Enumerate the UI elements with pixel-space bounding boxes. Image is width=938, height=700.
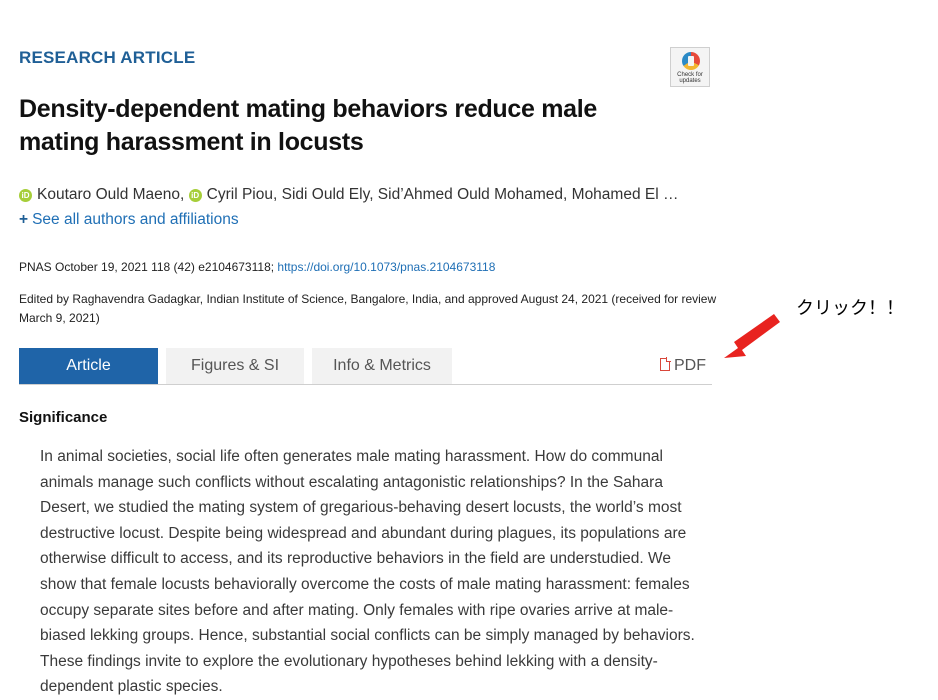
- pdf-download-link[interactable]: PDF: [660, 348, 706, 384]
- article-tab-bar: Article Figures & SI Info & Metrics PDF: [19, 348, 712, 385]
- author-list: iD Koutaro Ould Maeno, iD Cyril Piou, Sidi…: [19, 185, 711, 205]
- arrow-shape: [724, 314, 780, 358]
- significance-heading: Significance: [19, 409, 108, 426]
- see-all-authors-link[interactable]: + See all authors and affiliations: [19, 211, 239, 229]
- article-type-label: RESEARCH ARTICLE: [19, 48, 196, 67]
- author-list-rest[interactable]: Sidi Ould Ely, Sid’Ahmed Ould Mohamed, M…: [281, 186, 679, 203]
- see-all-authors-label: See all authors and affiliations: [32, 211, 239, 228]
- article-title: Density-dependent mating behaviors reduc…: [19, 95, 598, 156]
- pdf-label: PDF: [674, 357, 706, 374]
- plus-icon: +: [19, 211, 29, 228]
- tab-article[interactable]: Article: [19, 348, 158, 384]
- orcid-icon[interactable]: iD: [19, 189, 32, 202]
- tab-info-metrics[interactable]: Info & Metrics: [312, 348, 452, 384]
- orcid-icon[interactable]: iD: [188, 189, 202, 202]
- pdf-icon: [660, 357, 671, 371]
- author-link[interactable]: Cyril Piou,: [206, 186, 278, 203]
- citation-text: PNAS October 19, 2021 118 (42) e21046731…: [19, 260, 275, 274]
- significance-text: In animal societies, social life often g…: [40, 448, 695, 696]
- author-link[interactable]: Koutaro Ould Maeno,: [37, 186, 185, 203]
- doi-link[interactable]: https://doi.org/10.1073/pnas.2104673118: [277, 260, 496, 274]
- pointing-arrow-icon: [724, 314, 780, 358]
- click-annotation: クリック！！: [796, 298, 904, 319]
- tab-figures-si[interactable]: Figures & SI: [166, 348, 304, 384]
- editor-note: Edited by Raghavendra Gadagkar, Indian I…: [19, 292, 717, 325]
- crossmark-icon: [682, 52, 700, 70]
- citation-line: PNAS October 19, 2021 118 (42) e21046731…: [19, 260, 495, 274]
- check-for-updates-badge[interactable]: Check for updates: [670, 47, 710, 87]
- crossmark-label: Check for updates: [677, 72, 703, 84]
